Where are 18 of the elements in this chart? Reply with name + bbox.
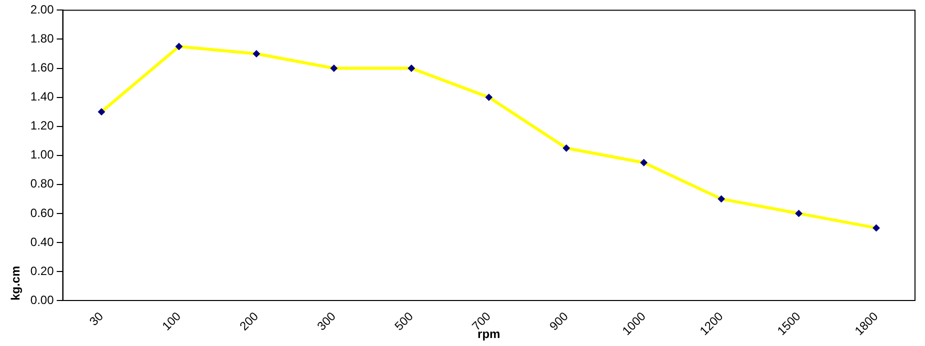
y-tick-label: 0.20 bbox=[30, 264, 54, 278]
y-tick-label: 2.00 bbox=[30, 2, 54, 17]
x-tick-label: 500 bbox=[392, 308, 416, 334]
x-tick-label: 900 bbox=[546, 308, 572, 334]
y-tick-label: 1.20 bbox=[30, 118, 54, 133]
y-tick-label: 1.80 bbox=[30, 32, 54, 46]
y-tick-label: 0.00 bbox=[30, 292, 54, 307]
y-tick-label: 1.00 bbox=[30, 148, 54, 162]
x-tick-label: 100 bbox=[159, 308, 184, 334]
y-tick-label: 0.40 bbox=[30, 234, 54, 249]
x-tick-label: 300 bbox=[314, 308, 339, 334]
y-tick-label: 0.80 bbox=[30, 176, 54, 191]
x-tick-label: 30 bbox=[86, 308, 106, 329]
y-axis-title: kg.cm bbox=[8, 266, 23, 301]
y-tick-label: 0.60 bbox=[30, 206, 54, 220]
y-tick-label: 1.60 bbox=[30, 60, 54, 75]
x-tick-label: 200 bbox=[236, 308, 262, 334]
y-tick-label: 1.40 bbox=[30, 90, 54, 104]
